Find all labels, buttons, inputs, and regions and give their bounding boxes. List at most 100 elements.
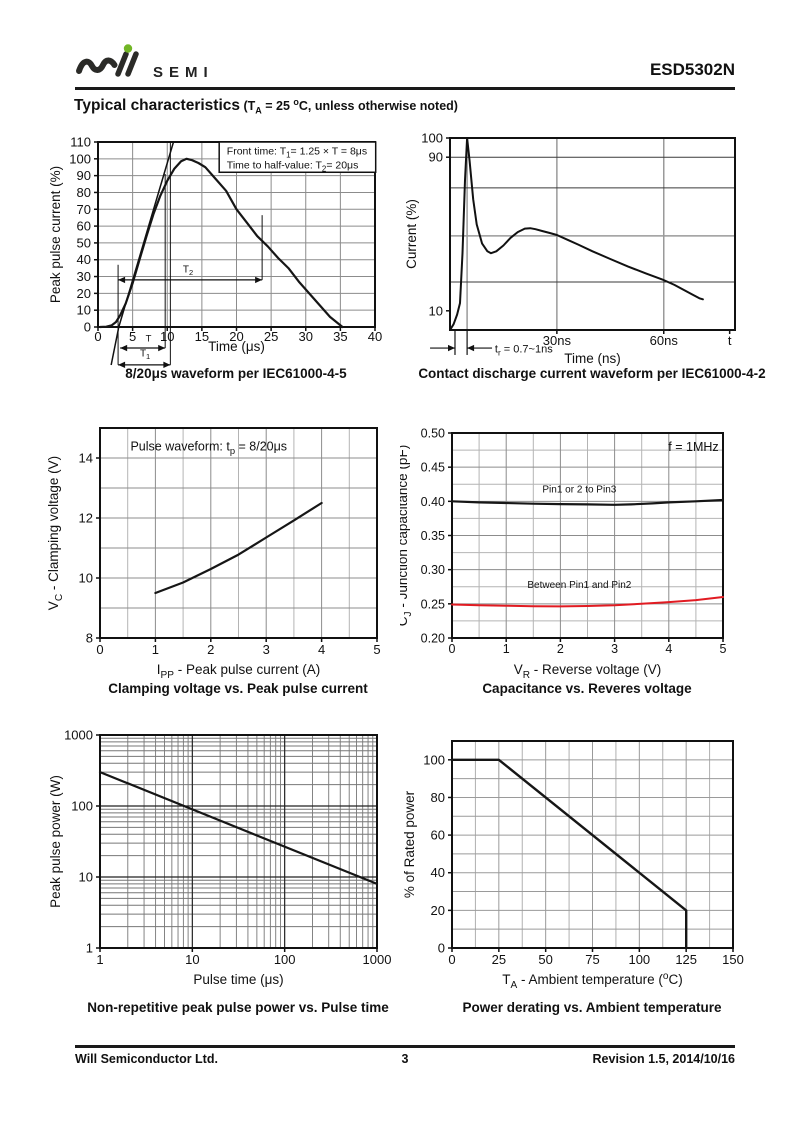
svg-text:60: 60 bbox=[431, 828, 445, 843]
chart-surge-waveform-figure: 0 5 10 15 20 25 30 35 40 0 10 20 30 40 50 60 70 80 90 100 11… bbox=[35, 132, 400, 394]
svg-text:3: 3 bbox=[611, 642, 618, 656]
part-number: ESD5302N bbox=[649, 60, 735, 79]
svg-text:T2: T2 bbox=[183, 264, 193, 277]
svg-text:10: 10 bbox=[185, 952, 199, 967]
chart-capacitance-figure: 0 1 2 3 4 5 0.20 0.25 0.30 0.35 0.40 0.45 0.50 VR - R… bbox=[400, 420, 795, 692]
svg-text:90: 90 bbox=[77, 168, 91, 183]
svg-text:10: 10 bbox=[160, 329, 174, 344]
header-rule bbox=[75, 87, 735, 90]
svg-text:1: 1 bbox=[86, 941, 93, 956]
figure-caption-derating: Power derating vs. Ambient temperature bbox=[462, 1000, 722, 1015]
svg-text:14: 14 bbox=[79, 451, 93, 466]
svg-text:100: 100 bbox=[628, 952, 650, 967]
svg-text:0: 0 bbox=[94, 329, 101, 344]
page-title: Typical characteristics (TA = 25 oC, unl… bbox=[74, 97, 458, 116]
svg-text:10: 10 bbox=[79, 571, 93, 586]
svg-text:15: 15 bbox=[195, 329, 209, 344]
svg-text:Pin1 or 2 to Pin3: Pin1 or 2 to Pin3 bbox=[542, 484, 616, 495]
will-logo-icon bbox=[73, 43, 145, 86]
svg-text:0: 0 bbox=[96, 642, 103, 657]
svg-text:5: 5 bbox=[129, 329, 136, 344]
svg-text:30: 30 bbox=[299, 329, 313, 344]
svg-text:T: T bbox=[146, 333, 152, 344]
svg-text:0.30: 0.30 bbox=[421, 563, 445, 577]
svg-text:1: 1 bbox=[152, 642, 159, 657]
svg-text:2: 2 bbox=[207, 642, 214, 657]
svg-text:Front time: T1= 1.25 × T = 8μs: Front time: T1= 1.25 × T = 8μs bbox=[227, 145, 367, 159]
svg-text:100: 100 bbox=[69, 151, 91, 166]
svg-text:0.25: 0.25 bbox=[421, 597, 445, 611]
svg-text:100: 100 bbox=[423, 752, 445, 767]
svg-text:Pulse waveform: tp = 8/20μs: Pulse waveform: tp = 8/20μs bbox=[130, 440, 287, 457]
svg-text:30ns: 30ns bbox=[543, 333, 572, 348]
svg-text:1000: 1000 bbox=[64, 728, 93, 743]
svg-text:2: 2 bbox=[557, 642, 564, 656]
svg-text:40: 40 bbox=[368, 329, 382, 344]
svg-text:20: 20 bbox=[431, 903, 445, 918]
svg-text:60: 60 bbox=[77, 219, 91, 234]
svg-text:Peak pulse power (W): Peak pulse power (W) bbox=[48, 775, 63, 908]
svg-text:0: 0 bbox=[84, 320, 91, 335]
svg-text:tr = 0.7~1ns: tr = 0.7~1ns bbox=[495, 344, 553, 358]
svg-text:t: t bbox=[728, 333, 732, 348]
svg-text:10: 10 bbox=[79, 870, 93, 885]
chart-clamping-voltage-figure: 0 1 2 3 4 5 8 10 12 14 IPP - Peak pulse current (A… bbox=[35, 420, 400, 692]
power-derating-plot: 0 25 50 75 100 125 150 0 20 40 60 80 100 TA - Ambient… bbox=[402, 740, 744, 991]
svg-text:5: 5 bbox=[373, 642, 380, 657]
svg-text:20: 20 bbox=[77, 286, 91, 301]
svg-text:VC - Clamping voltage (V): VC - Clamping voltage (V) bbox=[46, 456, 65, 610]
svg-text:0.20: 0.20 bbox=[421, 632, 445, 646]
svg-text:50: 50 bbox=[77, 235, 91, 250]
svg-text:Current (%): Current (%) bbox=[404, 199, 419, 269]
svg-text:Time to half-value: T2= 20μs: Time to half-value: T2= 20μs bbox=[227, 160, 359, 174]
svg-text:90: 90 bbox=[429, 150, 443, 165]
svg-text:100: 100 bbox=[274, 952, 296, 967]
svg-text:CJ - Junction capacitance (pF): CJ - Junction capacitance (pF) bbox=[400, 445, 414, 626]
svg-text:5: 5 bbox=[720, 642, 727, 656]
page-title-text: Typical characteristics bbox=[74, 97, 240, 115]
svg-text:4: 4 bbox=[318, 642, 325, 657]
junction-capacitance-plot: 0 1 2 3 4 5 0.20 0.25 0.30 0.35 0.40 0.45 0.50 VR - R… bbox=[400, 427, 727, 681]
svg-text:0.45: 0.45 bbox=[421, 461, 445, 475]
svg-text:0: 0 bbox=[448, 952, 455, 967]
svg-text:Peak pulse current (%): Peak pulse current (%) bbox=[48, 166, 63, 303]
svg-text:10: 10 bbox=[77, 303, 91, 318]
peak-pulse-power-plot: 1 10 100 1000 1 10 100 1000 Pulse time (μs) Peak … bbox=[48, 728, 392, 988]
surge-waveform-plot: 0 5 10 15 20 25 30 35 40010203040506070809010011… bbox=[48, 135, 382, 369]
figure-caption-esd: Contact discharge current waveform per I… bbox=[418, 366, 766, 381]
brand-logo: SEMI bbox=[73, 43, 214, 86]
svg-text:40: 40 bbox=[431, 865, 445, 880]
svg-text:Between Pin1 and Pin2: Between Pin1 and Pin2 bbox=[527, 580, 631, 591]
footer-company: Will Semiconductor Ltd. bbox=[75, 1052, 218, 1066]
svg-text:8: 8 bbox=[86, 631, 93, 646]
svg-text:VR - Reverse voltage (V): VR - Reverse voltage (V) bbox=[514, 662, 662, 681]
svg-text:125: 125 bbox=[675, 952, 697, 967]
svg-text:50: 50 bbox=[538, 952, 552, 967]
svg-text:110: 110 bbox=[70, 135, 91, 150]
svg-text:Pulse time (μs): Pulse time (μs) bbox=[193, 972, 283, 987]
svg-text:% of Rated power: % of Rated power bbox=[402, 790, 417, 898]
svg-text:80: 80 bbox=[77, 185, 91, 200]
svg-text:10: 10 bbox=[429, 303, 443, 318]
svg-text:30: 30 bbox=[77, 269, 91, 284]
svg-text:80: 80 bbox=[431, 790, 445, 805]
svg-text:Time (μs): Time (μs) bbox=[208, 339, 265, 354]
svg-text:1000: 1000 bbox=[363, 952, 392, 967]
footer-page-number: 3 bbox=[401, 1052, 409, 1066]
svg-text:0.35: 0.35 bbox=[421, 529, 445, 543]
footer-revision: Revision 1.5, 2014/10/16 bbox=[592, 1052, 735, 1066]
figure-caption-clamping: Clamping voltage vs. Peak pulse current bbox=[108, 681, 368, 696]
chart-peak-pulse-power-figure: 1 10 100 1000 1 10 100 1000 Pulse time (μs) Peak … bbox=[35, 725, 400, 1005]
svg-text:TA - Ambient temperature (oC): TA - Ambient temperature (oC) bbox=[502, 971, 682, 991]
brand-wordmark: SEMI bbox=[153, 64, 214, 81]
svg-text:25: 25 bbox=[492, 952, 506, 967]
svg-text:4: 4 bbox=[665, 642, 672, 656]
figure-caption-capacitance: Capacitance vs. Reveres voltage bbox=[482, 681, 692, 696]
svg-text:0: 0 bbox=[438, 941, 445, 956]
footer-rule bbox=[75, 1045, 735, 1048]
svg-text:40: 40 bbox=[77, 252, 91, 267]
esd-waveform-plot: 30ns 60ns t 100 90 10 Time (ns) Current (%) tr =… bbox=[404, 131, 736, 366]
svg-text:70: 70 bbox=[77, 202, 91, 217]
figure-caption-power: Non-repetitive peak pulse power vs. Puls… bbox=[87, 1000, 389, 1015]
